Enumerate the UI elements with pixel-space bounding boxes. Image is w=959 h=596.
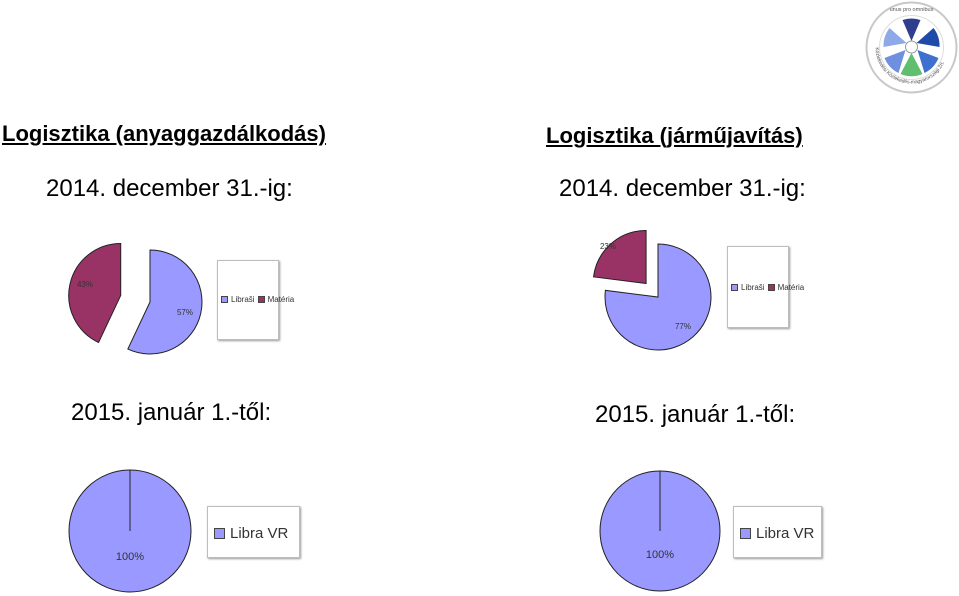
pie-data-label: 77% <box>675 322 691 331</box>
legend-label: Matéria <box>777 283 805 292</box>
pie-data-label: 100% <box>646 549 674 561</box>
left-section-title: Logisztika (anyaggazdálkodás) <box>2 121 326 146</box>
pie-data-label: 43% <box>77 280 93 289</box>
legend-swatch-libra <box>731 284 738 291</box>
company-logo: Közlekedési Közlekedés-magyarországi Zrt… <box>865 1 958 94</box>
pie-data-label: 100% <box>116 551 144 563</box>
pie-slice-libra-i <box>127 249 203 355</box>
legend-swatch-libra <box>221 296 228 303</box>
pie-chart-jarmujavitas-2014: 77% 23% <box>592 229 712 351</box>
legend-chart-2: Libraši Matéria <box>727 246 804 328</box>
pie-data-label: 23% <box>600 242 616 251</box>
legend-label: Libra VR <box>230 525 289 542</box>
legend-label: Libraši <box>741 283 765 292</box>
pie-slice-mat-ria <box>68 242 122 344</box>
legend-label: Matéria <box>267 295 295 304</box>
legend-chart-1: Libraši Matéria <box>217 260 294 340</box>
pie-chart-jarmujavitas-2015: 100% <box>599 470 721 592</box>
right-section-title: Logisztika (járműjavítás) <box>546 123 803 148</box>
pie-chart-anyaggazdalkodas-2014: 57% 43% <box>68 242 203 355</box>
pie-slice-libra-i <box>604 243 712 351</box>
legend-label: Libraši <box>231 295 255 304</box>
right-date-2015: 2015. január 1.-től: <box>595 401 796 428</box>
pie-slice-mat-ria <box>592 229 647 285</box>
left-date-2015: 2015. január 1.-től: <box>71 399 272 426</box>
legend-chart-3: Libra VR <box>207 506 300 558</box>
left-date-2014: 2014. december 31.-ig: <box>46 175 293 202</box>
right-date-2014: 2014. december 31.-ig: <box>559 175 806 202</box>
legend-swatch-libra-vr <box>740 528 751 539</box>
legend-label: Libra VR <box>756 525 815 542</box>
legend-chart-4: Libra VR <box>733 506 822 558</box>
pie-data-label: 57% <box>177 308 193 317</box>
legend-swatch-materia <box>257 296 265 303</box>
logo-motto: unus pro omnibus <box>890 7 934 13</box>
pie-chart-anyaggazdalkodas-2015: 100% <box>68 469 192 593</box>
legend-swatch-libra-vr <box>214 528 225 539</box>
legend-swatch-materia <box>767 284 775 291</box>
